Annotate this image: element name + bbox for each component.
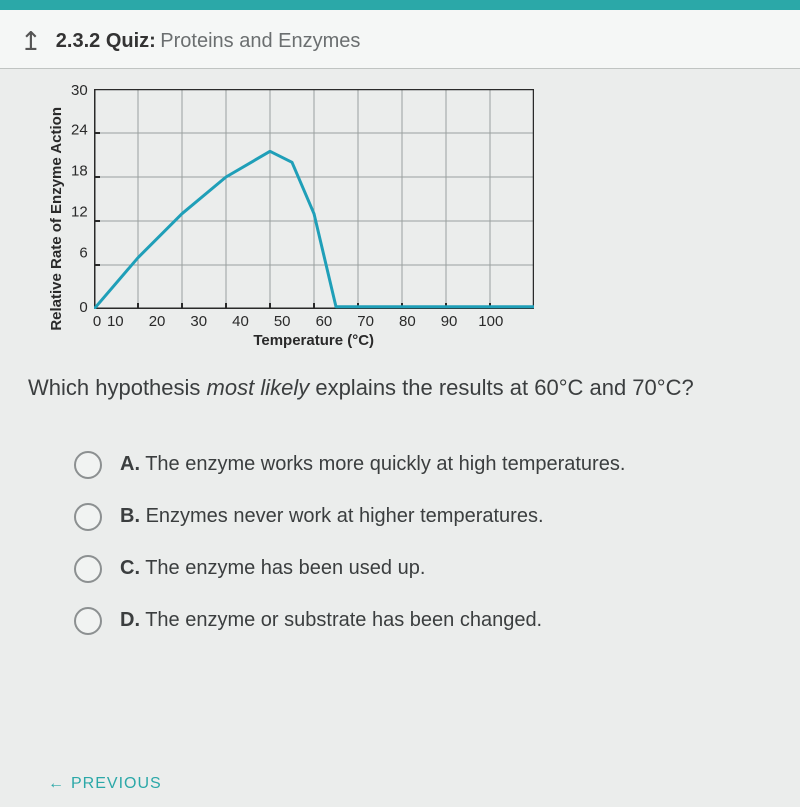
x-axis-label: Temperature (°C) xyxy=(94,332,534,349)
question-prefix: Which hypothesis xyxy=(28,375,207,400)
y-axis-ticks: 30 24 18 12 6 0 xyxy=(71,89,88,309)
radio-icon xyxy=(74,451,102,479)
y-axis-label: Relative Rate of Enzyme Action xyxy=(48,107,65,331)
x-tick: 90 xyxy=(428,313,470,330)
quiz-title: Proteins and Enzymes xyxy=(160,30,360,52)
y-tick: 24 xyxy=(71,123,88,138)
option-label: The enzyme or substrate has been changed… xyxy=(145,609,542,631)
quiz-content: Relative Rate of Enzyme Action 30 24 18 … xyxy=(0,69,800,807)
quiz-number: 2.3.2 Quiz: xyxy=(56,30,156,52)
previous-button[interactable]: ← PREVIOUS xyxy=(48,775,162,793)
option-a[interactable]: A. The enzyme works more quickly at high… xyxy=(74,451,776,479)
question-suffix: explains the results at 60°C and 70°C? xyxy=(309,375,693,400)
option-d[interactable]: D. The enzyme or substrate has been chan… xyxy=(74,607,776,635)
y-tick: 18 xyxy=(71,164,88,179)
previous-label: PREVIOUS xyxy=(71,775,162,793)
option-b[interactable]: B. Enzymes never work at higher temperat… xyxy=(74,503,776,531)
option-label: The enzyme has been used up. xyxy=(145,557,425,579)
header-title-wrap: 2.3.2 Quiz: Proteins and Enzymes xyxy=(56,30,361,53)
question-text: Which hypothesis most likely explains th… xyxy=(24,373,776,403)
option-text: D. The enzyme or substrate has been chan… xyxy=(120,609,542,632)
y-tick: 12 xyxy=(71,205,88,220)
x-tick: 70 xyxy=(345,313,387,330)
option-letter: D. xyxy=(120,609,140,631)
arrow-left-icon: ← xyxy=(48,775,65,793)
x-tick: 50 xyxy=(261,313,303,330)
option-letter: B. xyxy=(120,505,140,527)
x-tick: 10 xyxy=(94,313,136,330)
option-label: The enzyme works more quickly at high te… xyxy=(145,453,625,475)
x-tick: 20 xyxy=(136,313,178,330)
x-tick: 100 xyxy=(470,313,512,330)
option-text: B. Enzymes never work at higher temperat… xyxy=(120,505,544,528)
back-arrow-icon[interactable]: ↥ xyxy=(20,28,42,54)
option-text: C. The enzyme has been used up. xyxy=(120,557,425,580)
quiz-header: ↥ 2.3.2 Quiz: Proteins and Enzymes xyxy=(0,10,800,69)
option-c[interactable]: C. The enzyme has been used up. xyxy=(74,555,776,583)
radio-icon xyxy=(74,503,102,531)
x-tick: 60 xyxy=(303,313,345,330)
radio-icon xyxy=(74,607,102,635)
radio-icon xyxy=(74,555,102,583)
line-chart xyxy=(94,89,534,309)
chart-container: Relative Rate of Enzyme Action 30 24 18 … xyxy=(48,89,776,349)
x-axis-ticks: 0 10 20 30 40 50 60 70 80 90 100 xyxy=(94,313,534,330)
x-tick: 40 xyxy=(220,313,262,330)
option-text: A. The enzyme works more quickly at high… xyxy=(120,453,625,476)
top-accent-bar xyxy=(0,0,800,10)
question-emphasis: most likely xyxy=(207,375,310,400)
option-letter: C. xyxy=(120,557,140,579)
y-tick: 6 xyxy=(71,246,88,261)
x-tick: 80 xyxy=(386,313,428,330)
answer-options: A. The enzyme works more quickly at high… xyxy=(24,451,776,635)
option-letter: A. xyxy=(120,453,140,475)
y-tick: 30 xyxy=(71,83,88,98)
option-label: Enzymes never work at higher temperature… xyxy=(146,505,544,527)
x-tick: 30 xyxy=(178,313,220,330)
